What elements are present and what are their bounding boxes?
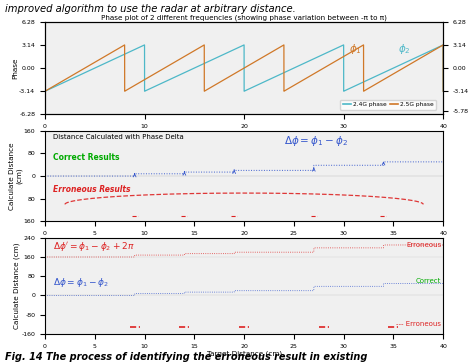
- 2.4G phase: [295, 64, 301, 68]
- Text: $\Delta\phi = \phi_1 - \phi_2$: $\Delta\phi = \phi_1 - \phi_2$: [284, 134, 348, 148]
- X-axis label: Target Distance (cm): Target Distance (cm): [207, 130, 282, 137]
- Text: $\phi_1$: $\phi_1$: [349, 42, 362, 56]
- 2.4G phase: [337, 44, 343, 49]
- 2.4G phase: [278, 72, 283, 76]
- 2.5G phase: [278, 45, 283, 49]
- Text: Distance Calculated with Phase Delta: Distance Calculated with Phase Delta: [53, 134, 184, 140]
- 2.5G phase: [359, 44, 365, 48]
- Line: 2.5G phase: 2.5G phase: [45, 45, 443, 91]
- 2.5G phase: [295, 81, 301, 85]
- 2.5G phase: [62, 77, 68, 82]
- Text: Fig. 14 The process of identifying the erroneous result in existing: Fig. 14 The process of identifying the e…: [5, 352, 367, 362]
- Y-axis label: Calculate Distance
(cm): Calculate Distance (cm): [9, 142, 22, 210]
- Y-axis label: Phase: Phase: [12, 57, 18, 79]
- Y-axis label: Calculate Distance (cm): Calculate Distance (cm): [14, 242, 20, 329]
- Line: 2.4G phase: 2.4G phase: [45, 45, 443, 91]
- 2.4G phase: [359, 81, 365, 85]
- Text: Erroneous: Erroneous: [406, 242, 441, 248]
- Text: Correct: Correct: [416, 278, 441, 284]
- 2.4G phase: [62, 80, 68, 84]
- Text: improved algorithm to use the radar at arbitrary distance.: improved algorithm to use the radar at a…: [5, 4, 295, 15]
- Text: Erroneous Results: Erroneous Results: [53, 185, 130, 195]
- 2.5G phase: [337, 56, 343, 61]
- Text: Correct Results: Correct Results: [53, 153, 119, 162]
- 2.4G phase: [42, 89, 48, 93]
- 2.5G phase: [186, 52, 192, 56]
- X-axis label: Target Distance (cm): Target Distance (cm): [207, 350, 282, 356]
- 2.4G phase: [186, 68, 192, 73]
- 2.5G phase: [440, 89, 446, 93]
- Text: $\Delta\phi' = \phi_1 - \phi_2 + 2\pi$: $\Delta\phi' = \phi_1 - \phi_2 + 2\pi$: [53, 240, 135, 253]
- 2.5G phase: [361, 43, 366, 47]
- Text: $\Delta\phi = \phi_1 - \phi_2$: $\Delta\phi = \phi_1 - \phi_2$: [53, 276, 109, 289]
- 2.4G phase: [440, 89, 446, 93]
- Title: Phase plot of 2 different frequencies (showing phase variation between -π to π): Phase plot of 2 different frequencies (s…: [101, 14, 387, 20]
- 2.4G phase: [341, 43, 346, 47]
- 2.5G phase: [42, 89, 48, 93]
- X-axis label: Target Distance (m): Target Distance (m): [209, 237, 280, 244]
- Text: --- Erroneous: --- Erroneous: [396, 322, 441, 327]
- Text: $\phi_2$: $\phi_2$: [398, 42, 411, 56]
- Legend: 2.4G phase, 2.5G phase: 2.4G phase, 2.5G phase: [340, 100, 436, 110]
